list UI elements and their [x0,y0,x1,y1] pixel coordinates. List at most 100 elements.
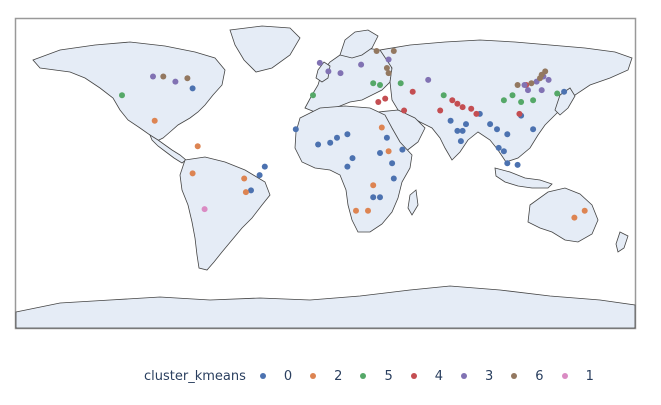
point-cluster-5 [370,80,377,87]
point-cluster-0 [334,134,340,141]
point-cluster-6 [383,65,390,71]
point-cluster-0 [495,144,502,151]
legend-item-3[interactable]: 3 [461,369,493,384]
point-cluster-3 [521,82,528,88]
point-cluster-0 [344,163,351,170]
point-cluster-4 [454,100,461,107]
legend-label: 4 [434,368,444,384]
point-cluster-3 [425,76,432,83]
point-cluster-0 [457,138,464,145]
new-zealand [615,231,629,253]
point-cluster-2 [353,207,359,214]
point-cluster-2 [194,143,201,150]
legend: cluster_kmeans 0 2 5 4 3 6 1 [144,366,612,386]
point-cluster-0 [463,121,469,128]
point-cluster-2 [370,182,377,189]
point-cluster-3 [325,68,332,75]
point-cluster-6 [184,75,191,82]
legend-label: 2 [334,368,343,384]
legend-marker [310,373,317,379]
point-cluster-4 [516,110,523,117]
point-cluster-3 [358,61,365,68]
japan [554,87,576,116]
antarctica [15,285,636,329]
point-cluster-0 [399,146,406,153]
point-cluster-3 [316,59,323,66]
central-america [149,134,187,164]
legend-item-4[interactable]: 4 [410,368,444,384]
point-cluster-0 [248,187,254,194]
legend-title: cluster_kmeans [144,368,246,384]
point-cluster-4 [382,95,389,102]
point-cluster-0 [494,126,500,133]
point-cluster-0 [459,127,466,134]
legend-label: 0 [283,368,293,384]
point-cluster-4 [459,104,466,111]
point-cluster-5 [119,92,125,99]
points-layer [119,48,588,221]
point-cluster-2 [571,214,578,221]
point-cluster-3 [545,76,552,83]
point-cluster-5 [530,97,537,104]
indonesia [494,167,553,189]
point-cluster-1 [201,206,208,213]
point-cluster-2 [241,175,248,182]
point-cluster-4 [401,107,408,114]
australia [527,187,599,243]
point-cluster-6 [514,82,521,88]
greenland [229,25,301,73]
point-cluster-0 [349,155,356,162]
legend-label: 5 [384,368,393,384]
point-cluster-6 [528,80,535,87]
point-cluster-5 [310,92,316,99]
point-cluster-3 [172,78,179,85]
point-cluster-0 [390,175,397,182]
point-cluster-2 [151,117,158,124]
point-cluster-0 [377,194,383,201]
point-cluster-2 [378,124,385,131]
point-cluster-0 [504,160,511,167]
point-cluster-0 [370,194,377,201]
legend-items: 0 2 5 4 3 6 1 [259,368,612,384]
point-cluster-3 [538,87,545,94]
legend-marker [461,373,468,379]
point-cluster-0 [500,148,507,155]
legend-label: 1 [585,368,594,384]
point-cluster-2 [365,207,371,214]
point-cluster-4 [468,105,475,112]
legend-label: 3 [485,368,494,384]
legend-item-6[interactable]: 6 [511,368,544,384]
point-cluster-0 [514,161,521,168]
point-cluster-0 [256,172,263,179]
point-cluster-6 [160,73,167,80]
point-cluster-0 [189,85,196,92]
point-cluster-0 [292,126,299,133]
legend-label: 6 [535,368,544,384]
point-cluster-2 [581,207,588,214]
point-cluster-0 [561,88,568,95]
legend-item-1[interactable]: 1 [561,368,594,384]
point-cluster-0 [487,121,494,128]
point-cluster-3 [525,87,531,94]
legend-item-2[interactable]: 2 [310,369,342,384]
point-cluster-6 [385,70,392,77]
point-cluster-0 [261,163,268,170]
point-cluster-0 [504,131,511,138]
point-cluster-4 [375,99,382,105]
point-cluster-4 [409,88,416,95]
point-cluster-0 [327,139,334,146]
point-cluster-0 [447,117,454,124]
point-cluster-4 [473,110,480,117]
point-cluster-4 [437,107,444,114]
point-cluster-0 [383,134,390,141]
legend-item-0[interactable]: 0 [259,368,293,384]
north-america [32,41,226,143]
point-cluster-5 [509,92,516,99]
point-cluster-6 [542,68,549,75]
point-cluster-2 [385,148,392,155]
point-cluster-5 [554,90,561,97]
legend-item-5[interactable]: 5 [360,368,393,384]
legend-marker [410,373,417,379]
point-cluster-5 [500,97,507,104]
africa [294,105,413,233]
